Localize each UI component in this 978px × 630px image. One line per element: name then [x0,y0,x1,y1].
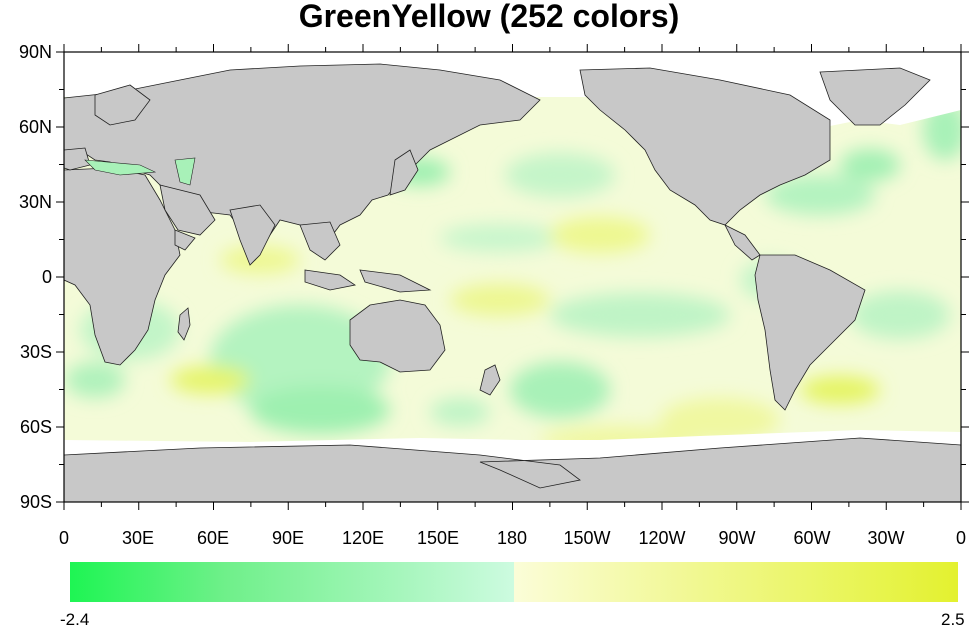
x-tick-label: 60W [793,528,831,548]
black-caspian [174,157,196,186]
new-zealand [479,364,501,396]
y-tick-label: 60N [18,117,52,137]
x-tick-label: 120E [341,528,385,548]
colorbar-min-label: -2.4 [60,610,90,629]
greenland [819,67,931,126]
x-tick-label: 90E [271,528,305,548]
y-tick-label: 60S [19,417,52,437]
madagascar [177,307,191,341]
indochina [299,221,341,261]
india [229,204,276,266]
y-tick-label: 30N [18,192,52,212]
y-tick-label: 90S [19,492,52,512]
x-tick-label: 30W [867,528,905,548]
mediterranean [84,159,157,176]
south-america [754,254,866,411]
north-america [579,67,831,226]
colorbar [70,562,958,602]
colorbar-positive [514,562,958,602]
x-tick-label: 0 [955,528,966,548]
indonesia-1 [304,269,357,291]
antarctica [64,437,961,502]
colorbar-negative [70,562,514,602]
land [64,63,961,502]
africa [64,167,181,366]
x-tick-label: 150W [563,528,611,548]
x-tick-label: 180 [496,528,528,548]
x-tick-label: 150E [416,528,460,548]
x-tick-label: 90W [718,528,756,548]
colorbar-max-label: 2.5 [941,610,965,629]
arabia [159,184,216,236]
japan [389,149,419,196]
y-tick-label: 90N [18,42,52,62]
australia [349,299,446,373]
indonesia-2 [359,269,432,293]
x-tick-label: 60E [196,528,230,548]
tick-marks [56,44,969,510]
world-map [56,44,969,510]
central-america [724,224,761,261]
x-tick-label: 120W [638,528,686,548]
y-tick-label: 0 [41,267,52,287]
iberia [64,147,91,171]
x-tick-label: 30E [121,528,155,548]
map-title: GreenYellow (252 colors) [298,0,680,34]
y-tick-label: 30S [19,342,52,362]
x-tick-label: 0 [58,528,69,548]
